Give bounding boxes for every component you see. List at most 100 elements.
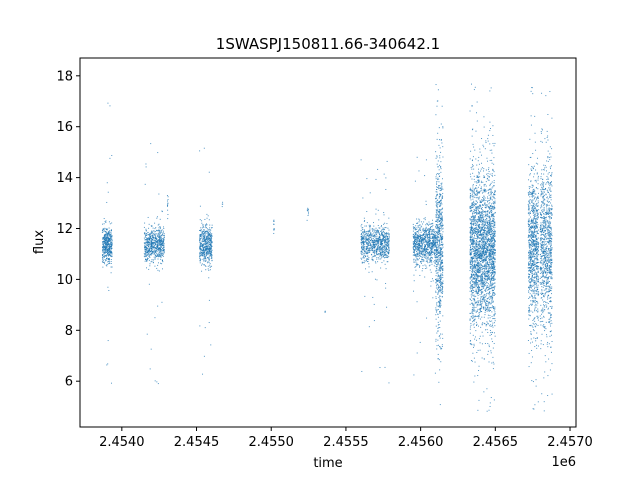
data-point <box>164 249 165 250</box>
data-point <box>148 258 149 259</box>
data-point <box>441 209 442 210</box>
data-point <box>417 256 418 257</box>
data-point <box>207 262 208 263</box>
data-point <box>438 309 439 310</box>
data-point <box>435 233 436 234</box>
data-point <box>149 238 150 239</box>
data-point <box>436 215 437 216</box>
data-point <box>421 259 422 260</box>
data-point <box>492 284 493 285</box>
data-point <box>483 192 484 193</box>
data-point <box>494 274 495 275</box>
data-point <box>439 231 440 232</box>
data-point <box>479 260 480 261</box>
data-point <box>470 264 471 265</box>
data-point <box>204 219 205 220</box>
data-point <box>473 335 474 336</box>
data-point <box>429 246 430 247</box>
data-point <box>488 176 489 177</box>
data-point <box>144 227 145 228</box>
data-point <box>422 261 423 262</box>
data-point <box>490 282 491 283</box>
data-point <box>111 155 112 156</box>
data-point <box>436 198 437 199</box>
data-point <box>436 285 437 286</box>
data-point <box>478 157 479 158</box>
data-point <box>420 342 421 343</box>
data-point <box>106 260 107 261</box>
data-point <box>365 268 366 269</box>
data-point <box>151 261 152 262</box>
data-point <box>485 296 486 297</box>
data-point <box>476 190 477 191</box>
data-point <box>204 247 205 248</box>
data-point <box>438 231 439 232</box>
data-point <box>372 297 373 298</box>
data-point <box>111 252 112 253</box>
data-point <box>208 234 209 235</box>
data-point <box>441 230 442 231</box>
data-point <box>414 232 415 233</box>
data-point <box>432 220 433 221</box>
data-point <box>273 220 274 221</box>
data-point <box>205 234 206 235</box>
data-point <box>424 232 425 233</box>
data-point <box>427 239 428 240</box>
data-point <box>441 183 442 184</box>
data-point <box>437 202 438 203</box>
data-point <box>473 324 474 325</box>
data-point <box>435 239 436 240</box>
data-point <box>415 246 416 247</box>
data-point <box>381 262 382 263</box>
data-point <box>417 249 418 250</box>
chart-title: 1SWASPJ150811.66-340642.1 <box>216 35 440 53</box>
data-point <box>157 152 158 153</box>
data-point <box>477 197 478 198</box>
data-point <box>416 263 417 264</box>
data-point <box>361 234 362 235</box>
data-point <box>425 217 426 218</box>
data-point <box>154 317 155 318</box>
data-point <box>154 253 155 254</box>
data-point <box>164 243 165 244</box>
data-point <box>364 250 365 251</box>
data-point <box>308 212 309 213</box>
data-point <box>492 341 493 342</box>
data-point <box>441 186 442 187</box>
data-point <box>442 126 443 127</box>
data-point <box>439 281 440 282</box>
data-point <box>368 241 369 242</box>
data-point <box>361 244 362 245</box>
data-point <box>364 226 365 227</box>
data-point <box>434 249 435 250</box>
data-point <box>440 305 441 306</box>
data-point <box>473 165 474 166</box>
data-point <box>485 200 486 201</box>
data-point <box>437 204 438 205</box>
data-point <box>109 236 110 237</box>
data-point <box>413 237 414 238</box>
data-point <box>488 224 489 225</box>
data-point <box>205 250 206 251</box>
data-point <box>108 234 109 235</box>
data-point <box>108 232 109 233</box>
data-point <box>210 239 211 240</box>
data-point <box>380 235 381 236</box>
data-point <box>163 231 164 232</box>
data-point <box>416 249 417 250</box>
data-point <box>422 257 423 258</box>
data-point <box>212 227 213 228</box>
data-point <box>431 272 432 273</box>
data-point <box>162 261 163 262</box>
data-point <box>423 228 424 229</box>
data-point <box>414 242 415 243</box>
data-point <box>158 240 159 241</box>
data-point <box>436 178 437 179</box>
data-point <box>379 259 380 260</box>
data-point <box>417 157 418 158</box>
data-point <box>438 270 439 271</box>
data-point <box>364 260 365 261</box>
data-point <box>417 244 418 245</box>
data-point <box>361 224 362 225</box>
data-point <box>383 228 384 229</box>
